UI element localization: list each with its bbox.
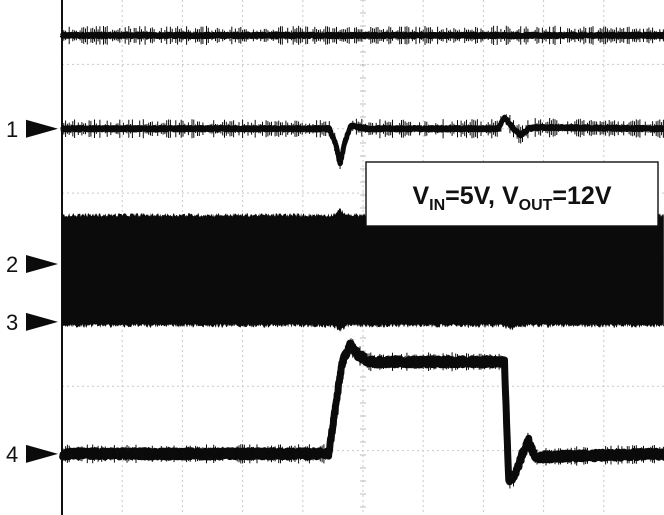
trace-ch4-noise [61, 338, 664, 489]
signal-traces [58, 25, 664, 489]
trace-top [59, 31, 664, 40]
conditions-label: VIN=5V, VOUT=12V [412, 182, 611, 214]
channel-1-label: 1 [6, 117, 18, 142]
vout-value: =12V [552, 182, 611, 210]
conditions-annotation: VIN=5V, VOUT=12V [365, 161, 659, 227]
vout-subscript: OUT [519, 197, 553, 214]
channel-4-label: 4 [6, 442, 18, 467]
channel-4-arrow-icon [26, 444, 58, 463]
vout-symbol: V [502, 182, 519, 210]
vin-symbol: V [412, 182, 429, 210]
trace-ch2-ch3 [62, 208, 664, 332]
channel-3-arrow-icon [26, 312, 58, 331]
trace-ch4 [58, 339, 664, 486]
trace-ch1 [59, 114, 664, 167]
channel-2-arrow-icon [26, 254, 58, 273]
vin-subscript: IN [429, 197, 445, 214]
trace-top-noise [61, 25, 664, 45]
channel-2-label: 2 [6, 252, 18, 277]
channel-markers: 1 2 3 4 [6, 117, 58, 467]
channel-1-arrow-icon [26, 119, 58, 138]
vin-value: =5V, [445, 182, 502, 210]
channel-3-label: 3 [6, 310, 18, 335]
trace-ch1-noise [61, 114, 664, 169]
